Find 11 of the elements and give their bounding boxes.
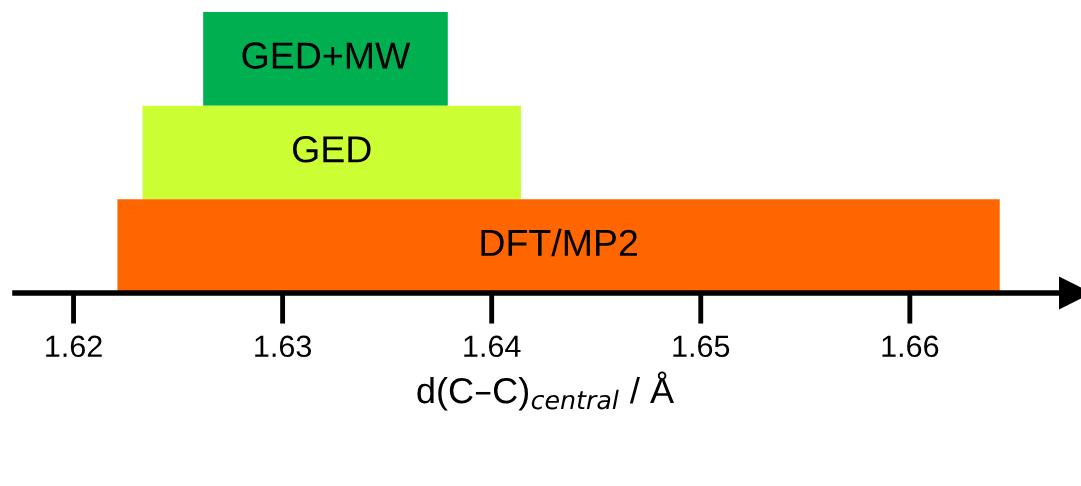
y-tick-label: GED	[293, 136, 371, 163]
bar	[203, 12, 448, 106]
y-tick-label: GED+MW	[242, 42, 411, 69]
y-tick-label: DFT/MP2	[481, 228, 637, 257]
bar	[142, 105, 521, 200]
x-tick-label: 1.66	[882, 335, 939, 358]
x-tick-label: 1.65	[673, 335, 730, 358]
x-axis-title: d(C–C)$_{central}$ / Å	[417, 371, 674, 411]
x-tick-label: 1.64	[464, 335, 521, 358]
x-tick-label: 1.62	[46, 335, 102, 358]
x-tick-label: 1.63	[255, 335, 312, 358]
